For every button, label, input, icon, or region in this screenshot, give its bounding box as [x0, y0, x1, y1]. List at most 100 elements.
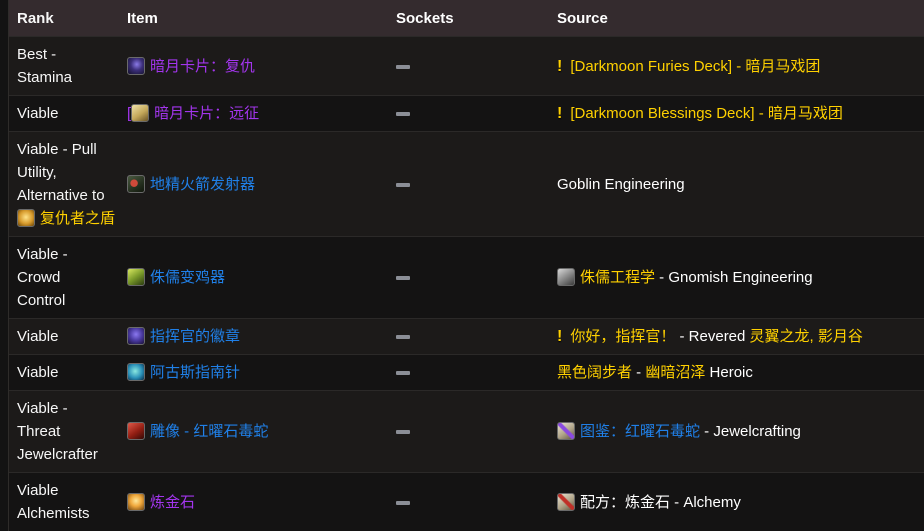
rank-cell: Viable [17, 105, 59, 122]
item-name: 阿古斯指南针 [150, 364, 241, 381]
no-sockets-dash: — [396, 335, 410, 340]
rocket-launcher-icon [127, 174, 145, 193]
gnomish-engineering-icon [557, 268, 575, 286]
quest-exclamation-icon: ! [557, 105, 563, 122]
source-npc-link[interactable]: 黑色阔步者 [557, 364, 633, 381]
item-cell: 炼金石 [127, 485, 396, 520]
source-recipe-link[interactable]: 配方：炼金石 [557, 492, 671, 511]
rank-cell: Viable - Pull Utility, Alternative to 复仇者… [9, 132, 127, 236]
source-link-text: 配方：炼金石 [580, 493, 671, 511]
source-cell: ! [Darkmoon Furies Deck] - 暗月马戏团 [557, 49, 924, 84]
rank-cell: Viable - Threat Jewelcrafter [17, 400, 98, 463]
chicken-device-icon [127, 268, 145, 286]
sockets-cell: — [396, 260, 557, 295]
source-link-text: 图鉴：红曜石毒蛇 [580, 423, 701, 440]
quest-exclamation-icon: ! [557, 328, 563, 345]
rank-cell: Viable - Crowd Control [17, 246, 68, 309]
source-text: - [632, 364, 646, 381]
item-link[interactable]: 炼金石 [127, 492, 196, 511]
alchemist-stone-icon [127, 492, 145, 511]
table-header-row: Rank Item Sockets Source [9, 0, 924, 36]
table-row: Best - Stamina 暗月卡片：复仇 — ! [Darkmoon Furi… [9, 36, 924, 95]
item-name: 暗月卡片：远征 [154, 105, 260, 122]
item-cell: 暗月卡片：复仇 [127, 49, 396, 84]
source-cell: ! [Darkmoon Blessings Deck] - 暗月马戏团 [557, 96, 924, 131]
item-rank-table: Rank Item Sockets Source Best - Stamina … [8, 0, 924, 531]
item-link[interactable]: [ 暗月卡片：远征 [127, 104, 260, 122]
rank-text: Viable - Pull Utility, Alternative to [17, 141, 105, 204]
source-text: Heroic [705, 364, 753, 381]
table-row: Viable 指挥官的徽章 — ! 你好，指挥官！ - Revered 灵翼之龙,… [9, 318, 924, 354]
item-link[interactable]: 雕像 - 红曜石毒蛇 [127, 422, 269, 440]
source-cell: 黑色阔步者 - 幽暗沼泽 Heroic [557, 355, 924, 390]
item-link[interactable]: 暗月卡片：复仇 [127, 56, 255, 75]
item-cell: 雕像 - 红曜石毒蛇 [127, 414, 396, 449]
source-faction-link[interactable]: 灵翼之龙, 影月谷 [749, 328, 863, 345]
table-row: Viable Alchemists 炼金石 — 配方：炼金石 - Alchemy [9, 472, 924, 531]
rank-item-link[interactable]: 复仇者之盾 [40, 210, 116, 227]
sockets-cell: — [396, 319, 557, 354]
no-sockets-dash: — [396, 500, 410, 505]
sockets-cell: — [396, 167, 557, 202]
column-header-source: Source [557, 9, 608, 27]
recipe-scroll-icon [557, 492, 575, 511]
darkmoon-card-expedition-icon [131, 104, 150, 122]
darkmoon-card-vengeance-icon [127, 56, 145, 75]
table-row: Viable - Crowd Control 侏儒变鸡器 — 侏儒工程学 - G… [9, 236, 924, 318]
source-text: - Revered [675, 328, 750, 345]
table-row: Viable 阿古斯指南针 — 黑色阔步者 - 幽暗沼泽 Heroic [9, 354, 924, 390]
rank-cell: Viable Alchemists [17, 482, 90, 522]
source-quest-link[interactable]: 你好，指挥官！ [570, 328, 676, 345]
item-prefix: [ [127, 105, 132, 122]
sockets-cell: — [396, 485, 557, 520]
table-row: Viable - Pull Utility, Alternative to 复仇者… [9, 131, 924, 236]
item-cell: 指挥官的徽章 [127, 319, 396, 354]
column-header-sockets: Sockets [396, 9, 454, 27]
item-cell: 侏儒变鸡器 [127, 260, 396, 295]
table-row: Viable - Threat Jewelcrafter 雕像 - 红曜石毒蛇 … [9, 390, 924, 472]
source-dungeon-link[interactable]: 幽暗沼泽 [645, 364, 706, 381]
compass-icon [127, 363, 145, 381]
rank-cell: Viable [17, 328, 59, 345]
commander-badge-icon [127, 327, 145, 345]
design-scroll-icon [557, 422, 575, 440]
source-text: Goblin Engineering [557, 175, 685, 193]
no-sockets-dash: — [396, 371, 410, 376]
item-cell: 地精火箭发射器 [127, 167, 396, 202]
sockets-cell: — [396, 414, 557, 449]
source-text: - Jewelcrafting [700, 423, 801, 440]
item-cell: 阿古斯指南针 [127, 355, 396, 390]
item-cell: [ 暗月卡片：远征 [127, 96, 396, 131]
table-row: Viable [ 暗月卡片：远征 — ! [Darkmoon Blessings D… [9, 95, 924, 131]
serpent-statue-icon [127, 422, 145, 440]
item-name: 指挥官的徽章 [150, 328, 241, 345]
item-link[interactable]: 侏儒变鸡器 [127, 268, 225, 286]
sockets-cell: — [396, 355, 557, 390]
source-cell: ! 你好，指挥官！ - Revered 灵翼之龙, 影月谷 [557, 319, 924, 354]
rank-cell: Viable [17, 364, 59, 381]
source-text: - Gnomish Engineering [655, 269, 813, 286]
source-design-link[interactable]: 图鉴：红曜石毒蛇 [557, 422, 701, 440]
column-header-item: Item [127, 9, 158, 27]
source-quest-link[interactable]: [Darkmoon Blessings Deck] - 暗月马戏团 [570, 105, 843, 122]
source-text: - Alchemy [670, 493, 741, 511]
source-profession-link[interactable]: 侏儒工程学 [557, 268, 656, 286]
item-link[interactable]: 阿古斯指南针 [127, 363, 241, 381]
source-link-text: 侏儒工程学 [580, 269, 656, 286]
quest-exclamation-icon: ! [557, 57, 563, 75]
source-cell: 图鉴：红曜石毒蛇 - Jewelcrafting [557, 414, 924, 449]
source-quest-link[interactable]: [Darkmoon Furies Deck] - 暗月马戏团 [570, 57, 821, 75]
avenger-shield-icon [17, 209, 35, 227]
item-name: 地精火箭发射器 [150, 175, 256, 193]
no-sockets-dash: — [396, 182, 410, 187]
source-cell: 配方：炼金石 - Alchemy [557, 485, 924, 520]
no-sockets-dash: — [396, 112, 410, 117]
item-name: 炼金石 [150, 493, 196, 511]
sockets-cell: — [396, 49, 557, 84]
item-name: 雕像 - 红曜石毒蛇 [150, 423, 269, 440]
no-sockets-dash: — [396, 276, 410, 281]
item-link[interactable]: 地精火箭发射器 [127, 174, 256, 193]
item-link[interactable]: 指挥官的徽章 [127, 327, 241, 345]
source-cell: Goblin Engineering [557, 167, 924, 202]
sockets-cell: — [396, 96, 557, 131]
